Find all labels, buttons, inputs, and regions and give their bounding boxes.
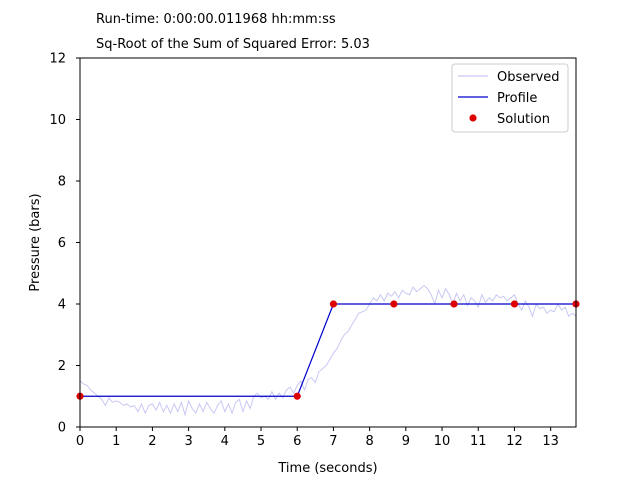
- y-tick-label: 0: [58, 421, 66, 436]
- annotation-runtime: Run-time: 0:00:00.011968 hh:mm:ss: [96, 12, 336, 27]
- y-tick-label: 12: [49, 52, 66, 67]
- legend-label-solution: Solution: [497, 112, 550, 127]
- x-tick-label: 9: [402, 434, 410, 449]
- y-tick-label: 10: [49, 113, 66, 128]
- y-tick-label: 6: [58, 236, 66, 251]
- y-tick-label: 4: [58, 298, 66, 313]
- x-tick-label: 6: [293, 434, 301, 449]
- x-tick-label: 8: [365, 434, 373, 449]
- x-tick-label: 5: [257, 434, 265, 449]
- x-axis-ticks: 0 1 2 3 4 5 6 7 8 9 10 11 12 13: [76, 427, 559, 449]
- annotation-error: Sq-Root of the Sum of Squared Error: 5.0…: [96, 37, 370, 52]
- solution-point: [450, 300, 458, 308]
- solution-point: [329, 300, 338, 308]
- solution-series: [76, 300, 580, 400]
- y-tick-label: 8: [58, 175, 66, 190]
- profile-series: [80, 303, 576, 397]
- x-tick-label: 12: [506, 434, 523, 449]
- observed-line: [79, 284, 577, 417]
- legend-label-observed: Observed: [497, 70, 560, 85]
- legend: Observed Profile Solution: [451, 63, 569, 133]
- solution-point: [510, 300, 519, 308]
- y-tick-label: 2: [58, 359, 66, 374]
- x-tick-label: 10: [434, 434, 451, 449]
- profile-line: [80, 303, 576, 397]
- legend-box: [451, 63, 569, 133]
- solution-point: [390, 300, 398, 308]
- x-tick-label: 3: [184, 434, 192, 449]
- x-tick-label: 11: [470, 434, 487, 449]
- y-axis-label: Pressure (bars): [28, 193, 43, 291]
- solution-point: [293, 392, 301, 400]
- x-axis-label: Time (seconds): [277, 461, 377, 476]
- y-axis-ticks: 0 2 4 6 8 10 12: [49, 52, 80, 436]
- x-tick-label: 2: [148, 434, 156, 449]
- legend-label-profile: Profile: [497, 91, 537, 106]
- x-tick-label: 0: [76, 434, 84, 449]
- observed-series: [79, 284, 577, 417]
- x-tick-label: 13: [542, 434, 559, 449]
- x-tick-label: 7: [329, 434, 337, 449]
- legend-swatch-solution: [469, 114, 477, 122]
- x-tick-label: 4: [221, 434, 229, 449]
- x-tick-label: 1: [112, 434, 120, 449]
